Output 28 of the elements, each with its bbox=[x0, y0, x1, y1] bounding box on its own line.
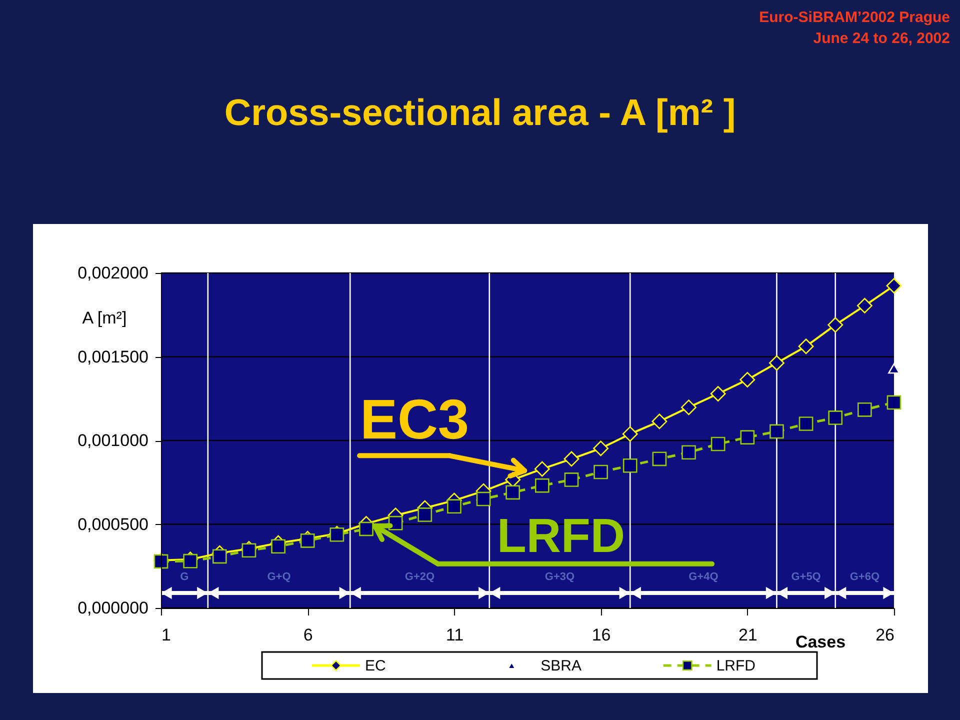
y-axis-title: A [m²] bbox=[82, 308, 127, 328]
x-tick-label: 21 bbox=[738, 626, 758, 644]
text: Euro-SiBRAM’2002 Prague bbox=[759, 9, 950, 26]
chart-title: Cross-sectional area - A [m² ] bbox=[224, 92, 736, 133]
legend-label: EC bbox=[365, 658, 386, 674]
band-label: G+5Q bbox=[791, 571, 822, 583]
x-tick-label: 1 bbox=[162, 626, 171, 644]
legend-label: SBRA bbox=[540, 658, 582, 674]
x-axis-title: Cases bbox=[795, 632, 846, 652]
y-tick-label: 0,001000 bbox=[78, 431, 148, 450]
y-tick-label: 0,002000 bbox=[78, 264, 148, 282]
text: June 24 to 26, 2002 bbox=[813, 30, 950, 47]
y-tick-label: 0,001500 bbox=[78, 347, 148, 366]
band-label: G+4Q bbox=[688, 571, 719, 583]
x-tick-label: 16 bbox=[592, 626, 611, 644]
band-label: G+2Q bbox=[404, 571, 436, 583]
y-tick-label: 0,000500 bbox=[78, 514, 148, 534]
annotation: LRFD bbox=[497, 510, 626, 563]
y-tick-label: 0,000000 bbox=[78, 598, 148, 618]
band-label: G+3Q bbox=[544, 571, 576, 583]
band-label: G+6Q bbox=[850, 571, 880, 583]
x-tick-label: 26 bbox=[876, 626, 894, 644]
x-tick-label: 6 bbox=[303, 626, 313, 644]
legend-label: LRFD bbox=[716, 658, 756, 674]
annotation: EC3 bbox=[360, 388, 470, 451]
band-label: G bbox=[180, 571, 189, 583]
band-label: G+Q bbox=[267, 571, 292, 583]
x-tick-label: 11 bbox=[446, 626, 464, 644]
